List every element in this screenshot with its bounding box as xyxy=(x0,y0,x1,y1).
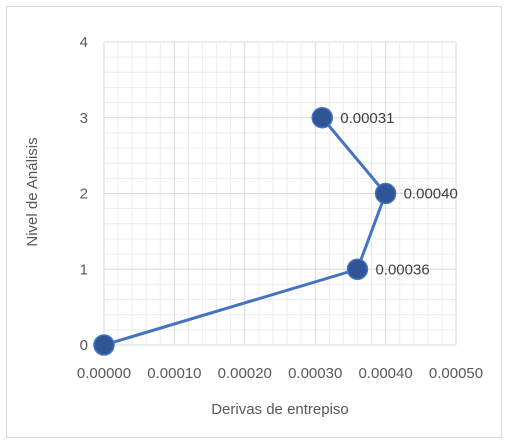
y-tick-label: 3 xyxy=(80,110,88,127)
x-tick-label: 0.00030 xyxy=(288,365,342,382)
y-tick-label: 4 xyxy=(80,34,88,51)
x-tick-labels: 0.00000 0.00010 0.00020 0.00030 0.00040 0.000… xyxy=(77,365,483,382)
y-tick-label: 2 xyxy=(80,186,88,203)
data-point xyxy=(374,182,397,205)
data-label: 0.00036 xyxy=(375,261,429,278)
series-line xyxy=(103,116,388,347)
series-layer xyxy=(93,107,397,356)
x-tick-label: 0.00050 xyxy=(429,365,483,382)
data-point xyxy=(93,334,115,356)
x-axis-title: Derivas de entrepiso xyxy=(211,401,349,418)
data-label: 0.00031 xyxy=(340,110,394,127)
data-label: 0.00040 xyxy=(404,186,458,203)
data-labels: 0.00036 0.00040 0.00031 xyxy=(340,110,458,279)
data-point xyxy=(311,107,333,129)
x-tick-label: 0.00000 xyxy=(77,365,131,382)
data-point xyxy=(346,258,369,280)
chart-frame xyxy=(6,6,502,438)
y-tick-label: 0 xyxy=(80,337,88,354)
y-tick-labels: 0 1 2 3 4 xyxy=(80,34,88,354)
y-tick-label: 1 xyxy=(80,261,88,278)
x-tick-label: 0.00010 xyxy=(147,365,201,382)
y-axis-title: Nivel de Análisis xyxy=(24,137,41,246)
x-tick-label: 0.00040 xyxy=(358,365,412,382)
x-tick-label: 0.00020 xyxy=(218,365,272,382)
